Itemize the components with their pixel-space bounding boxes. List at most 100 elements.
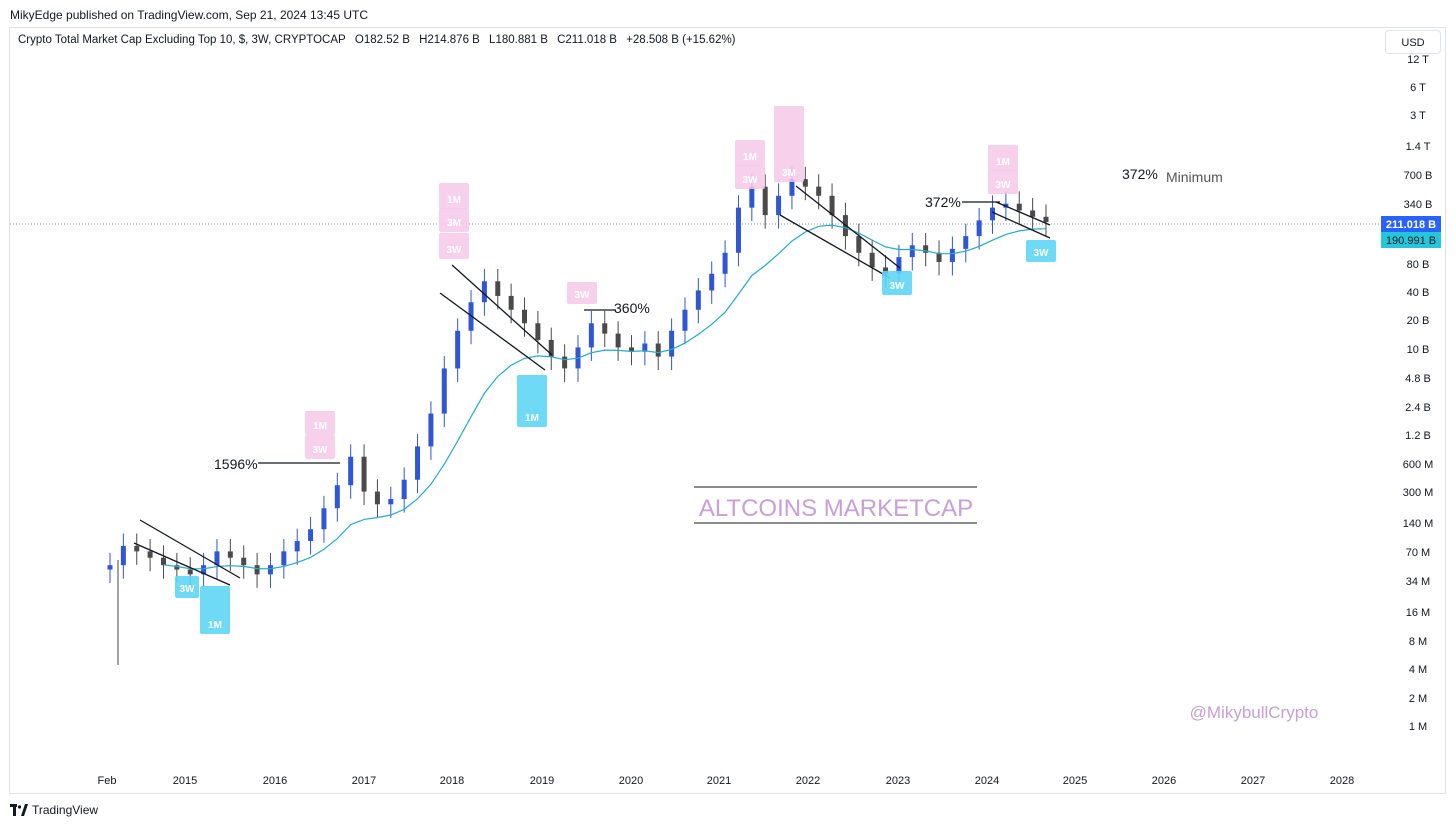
candle-body [963, 236, 969, 249]
y-tick-label: 3 T [1410, 110, 1426, 122]
candle-body [187, 569, 193, 575]
trend-line [795, 185, 901, 269]
signal-marker [439, 208, 469, 232]
candle-body [415, 446, 421, 480]
tradingview-logo-icon [10, 804, 28, 816]
annotation-372-right: 372% [1122, 166, 1158, 182]
candle-body [401, 479, 407, 500]
x-tick-label: 2019 [530, 775, 554, 787]
footer-brand-label: TradingView [32, 803, 99, 817]
signal-marker [735, 140, 765, 166]
candle-body [388, 499, 394, 505]
candle-body [735, 207, 741, 253]
candle-body [120, 545, 126, 566]
x-tick-label: 2020 [619, 775, 643, 787]
trend-line [451, 264, 553, 356]
ma-price-tag [1381, 232, 1441, 248]
footer-brand[interactable]: TradingView [10, 803, 98, 817]
candles-group [107, 166, 1049, 588]
trend-line [139, 519, 241, 579]
candle-body [923, 245, 929, 253]
candle-body [749, 186, 755, 208]
y-tick-label: 140 M [1403, 518, 1434, 530]
candle-body [682, 309, 688, 331]
signal-marker [305, 411, 335, 435]
y-tick-label: 300 M [1403, 487, 1434, 499]
candle-body [254, 565, 260, 575]
candle-body [642, 343, 648, 352]
ohlc-open: O182.52 B [354, 34, 410, 46]
candle-body [455, 330, 461, 369]
y-tick-label: 10 B [1407, 344, 1430, 356]
annotation-minimum: Minimum [1166, 169, 1223, 185]
y-tick-label: 34 M [1406, 576, 1430, 588]
signal-marker-label: 1M [313, 421, 327, 432]
signal-marker-label: 1M [996, 157, 1010, 168]
candle-body [949, 248, 955, 262]
candle-body [281, 551, 287, 566]
y-tick-label: 70 M [1406, 547, 1430, 559]
trend-line [439, 292, 546, 371]
signal-marker-label: 1M [208, 620, 222, 631]
annotation-360: 360% [614, 300, 650, 316]
trend-line [995, 201, 1051, 226]
signal-marker [1026, 240, 1056, 262]
candle-body [334, 485, 340, 509]
currency-button[interactable]: USD [1385, 30, 1441, 54]
last-price-tag [1381, 216, 1441, 232]
symbol-name: Crypto Total Market Cap Excluding Top 10… [18, 34, 346, 46]
candle-body [1016, 203, 1022, 211]
candle-body [883, 267, 889, 274]
published-by: MikyEdge published on TradingView.com, S… [10, 8, 368, 22]
x-tick-label: 2025 [1063, 775, 1087, 787]
candle-body [134, 545, 140, 552]
annotation-1596: 1596% [214, 456, 258, 472]
candle-body [869, 252, 875, 268]
candle-body [615, 333, 621, 348]
candle-body [495, 281, 501, 296]
candle-body [481, 281, 487, 303]
signal-marker-label: 1M [447, 195, 461, 206]
signal-marker-label: 1M [743, 152, 757, 163]
x-tick-label: 2023 [886, 775, 910, 787]
signal-marker-label: 3W [1034, 248, 1050, 259]
chart-title: ALTCOINS MARKETCAP [699, 495, 973, 522]
symbol-legend[interactable]: Crypto Total Market Cap Excluding Top 10… [18, 34, 742, 46]
ma-price-label: 190.991 B [1386, 235, 1436, 247]
signal-marker-label: 3W [743, 175, 759, 186]
signal-marker [882, 271, 912, 295]
y-tick-label: 80 B [1407, 259, 1430, 271]
signal-marker-label: 3W [996, 180, 1012, 191]
candle-body [227, 551, 233, 558]
candle-body [267, 565, 273, 575]
signal-marker [988, 170, 1018, 194]
candle-body [936, 252, 942, 262]
candle-body [201, 565, 207, 575]
candle-body [896, 257, 902, 274]
candle-body [776, 195, 782, 216]
author-watermark: @MikybullCrypto [1190, 703, 1319, 722]
candle-body [548, 339, 554, 357]
signal-marker [175, 576, 199, 598]
x-tick-label: 2024 [975, 775, 999, 787]
x-tick-label: 2028 [1330, 775, 1354, 787]
x-tick-label: 2018 [440, 775, 464, 787]
signal-marker [517, 375, 547, 427]
trend-line [991, 211, 1051, 239]
candle-body [762, 186, 768, 216]
x-tick-label: 2015 [173, 775, 197, 787]
y-tick-label: 1.2 B [1405, 430, 1431, 442]
candle-body [789, 179, 795, 196]
x-tick-label: 2022 [796, 775, 820, 787]
candle-body [374, 491, 380, 505]
candle-body [856, 236, 862, 253]
signal-marker [567, 282, 597, 304]
candle-body [348, 456, 354, 486]
signal-marker-label: 3W [890, 281, 906, 292]
signal-marker-label: 3W [575, 290, 591, 301]
moving-average-line [163, 224, 1047, 570]
y-tick-label: 1 M [1409, 721, 1427, 733]
signal-marker-label: 3W [447, 245, 463, 256]
signal-marker [305, 435, 335, 459]
